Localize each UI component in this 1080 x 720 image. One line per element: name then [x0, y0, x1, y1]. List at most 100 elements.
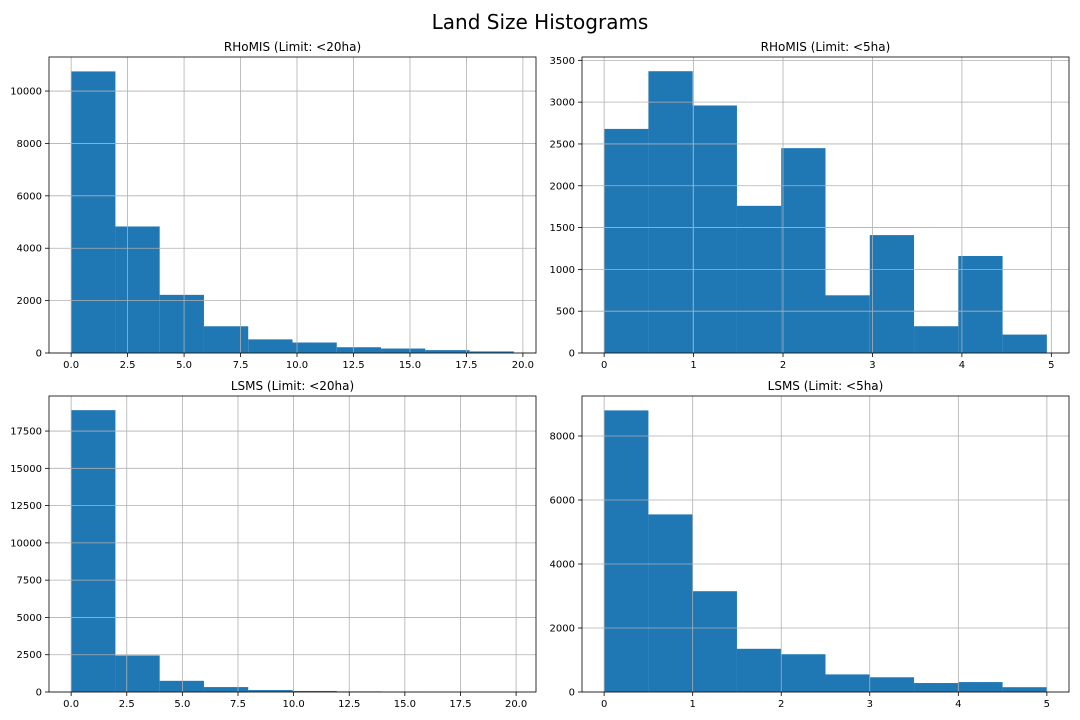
histogram-bar — [292, 342, 337, 353]
y-tick-label: 3000 — [550, 98, 575, 109]
x-tick-label: 15.0 — [399, 360, 421, 371]
subplot-1: 0.0 2.5 5.0 7.5 10.0 12.5 15.0 17.5 20.0 0 2000 400… — [10, 40, 537, 371]
histogram-bar — [648, 71, 693, 353]
x-tick-label: 0.0 — [63, 360, 79, 371]
x-tick-label: 10.0 — [286, 360, 308, 371]
x-tick-label: 4 — [955, 699, 961, 710]
x-tick-label: 0.0 — [63, 699, 79, 710]
histogram-bar — [648, 514, 693, 692]
histogram-bar — [736, 648, 782, 692]
y-tick-label: 10000 — [10, 538, 42, 549]
histogram-bar — [958, 682, 1003, 692]
x-tick-label: 7.5 — [230, 699, 246, 710]
axes-frame — [581, 395, 1070, 693]
histogram-bar — [692, 591, 737, 692]
y-tick-label: 8000 — [550, 432, 575, 443]
x-tick-label: 1 — [690, 360, 696, 371]
histogram-bar — [825, 674, 870, 692]
x-tick-label: 5.0 — [176, 360, 192, 371]
x-tick-label: 4 — [959, 360, 965, 371]
x-tick-label: 5.0 — [174, 699, 190, 710]
y-tick-label: 4000 — [550, 560, 575, 571]
histogram-bar — [914, 326, 959, 353]
y-tick-label: 5000 — [17, 613, 42, 624]
histogram-bar — [71, 410, 116, 692]
axes-frame — [48, 395, 537, 693]
histogram-bar — [159, 680, 204, 692]
subplot-title: RHoMIS (Limit: <5ha) — [761, 40, 891, 54]
y-tick-label: 2500 — [17, 650, 42, 661]
subplot-title: LSMS (Limit: <20ha) — [231, 379, 354, 393]
histogram-bar — [736, 205, 782, 353]
x-tick-label: 2 — [780, 360, 786, 371]
histogram-bar — [336, 347, 382, 353]
y-tick-label: 2500 — [550, 139, 575, 150]
y-tick-label: 17500 — [10, 427, 42, 438]
figure-title: Land Size Histograms — [431, 10, 649, 34]
histogram-bar — [292, 690, 337, 692]
x-tick-label: 5 — [1048, 360, 1054, 371]
x-tick-label: 3 — [869, 360, 875, 371]
x-tick-label: 5 — [1044, 699, 1050, 710]
axes-frame — [581, 56, 1070, 354]
y-tick-label: 500 — [556, 307, 575, 318]
histogram-bar — [203, 326, 249, 353]
histogram-bar — [248, 339, 293, 353]
histogram-bar — [869, 235, 915, 353]
x-tick-label: 12.5 — [342, 360, 364, 371]
y-tick-label: 0 — [569, 688, 575, 699]
histogram-bar — [914, 683, 959, 692]
histogram-bar — [115, 655, 160, 692]
subplot-title: LSMS (Limit: <5ha) — [768, 379, 884, 393]
histogram-bar — [381, 348, 426, 353]
y-tick-label: 1000 — [550, 265, 575, 276]
histogram-bar — [781, 654, 826, 692]
histogram-bar — [825, 295, 870, 353]
histogram-bar — [1002, 334, 1047, 353]
x-tick-label: 10.0 — [282, 699, 304, 710]
x-tick-label: 2.5 — [120, 360, 136, 371]
histogram-bar — [604, 410, 649, 692]
y-tick-label: 3500 — [550, 56, 575, 67]
x-tick-label: 7.5 — [233, 360, 249, 371]
x-tick-label: 12.5 — [338, 699, 360, 710]
y-tick-label: 0 — [36, 688, 42, 699]
x-tick-label: 3 — [867, 699, 873, 710]
histogram-bar — [604, 128, 649, 353]
y-tick-label: 2000 — [550, 181, 575, 192]
y-tick-label: 2000 — [550, 624, 575, 635]
x-tick-label: 0 — [601, 360, 607, 371]
subplot-title: RHoMIS (Limit: <20ha) — [224, 40, 361, 54]
x-tick-label: 2 — [778, 699, 784, 710]
subplot-3: 0.0 2.5 5.0 7.5 10.0 12.5 15.0 17.5 20.0 0 2500 500… — [10, 379, 537, 710]
x-tick-label: 17.5 — [449, 699, 471, 710]
y-tick-label: 15000 — [10, 464, 42, 475]
y-tick-label: 12500 — [10, 501, 42, 512]
y-tick-label: 6000 — [17, 191, 42, 202]
subplot-4: 0 1 2 3 4 5 0 2000 4000 6000 8000 LSMS (Limit: <5ha… — [550, 379, 1070, 710]
histogram-bar — [115, 226, 160, 353]
histogram-bar — [1002, 687, 1047, 692]
y-tick-label: 8000 — [17, 139, 42, 150]
x-tick-label: 1 — [689, 699, 695, 710]
x-tick-label: 20.0 — [512, 360, 534, 371]
y-tick-label: 0 — [36, 349, 42, 360]
histogram-bar — [71, 71, 116, 354]
histogram-bar — [248, 690, 293, 692]
y-tick-label: 4000 — [17, 244, 42, 255]
y-tick-label: 1500 — [550, 223, 575, 234]
histogram-bar — [425, 350, 470, 353]
histogram-bar — [203, 687, 249, 692]
x-tick-label: 17.5 — [455, 360, 477, 371]
y-tick-label: 6000 — [550, 496, 575, 507]
histogram-bar — [692, 105, 737, 353]
subplot-2: 0 1 2 3 4 5 0 500 1000 1500 2000 2500 3000 3500 RHoMIS… — [550, 40, 1070, 371]
histogram-bar — [958, 256, 1003, 353]
x-tick-label: 0 — [601, 699, 607, 710]
y-tick-label: 0 — [569, 349, 575, 360]
x-tick-label: 2.5 — [119, 699, 135, 710]
x-tick-label: 20.0 — [505, 699, 527, 710]
x-tick-label: 15.0 — [394, 699, 416, 710]
